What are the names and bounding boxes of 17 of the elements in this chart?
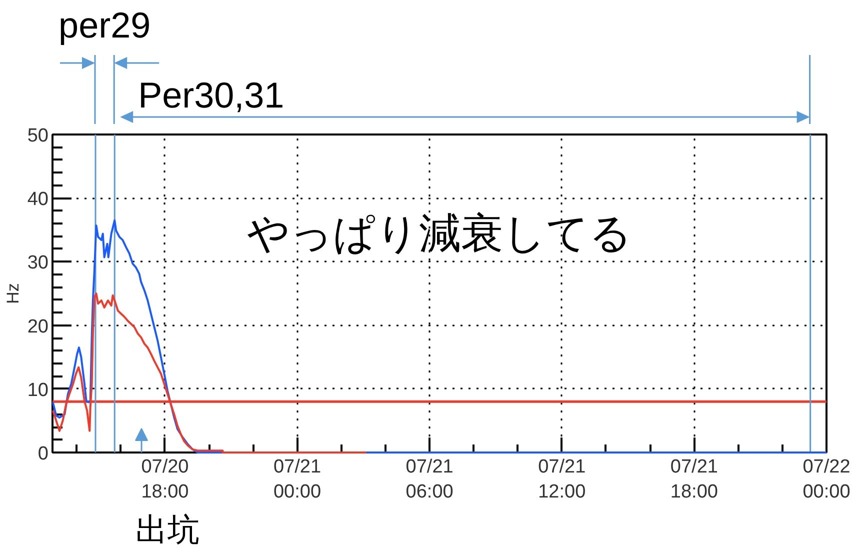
ref-line-label: per29 — [58, 4, 151, 46]
x-tick-label: 07/21 12:00 — [538, 456, 586, 503]
x-tick-label: 07/21 00:00 — [273, 456, 322, 503]
x-tick-label: 07/22 00:00 — [802, 456, 850, 503]
y-tick-label: 50 — [27, 126, 49, 146]
y-axis-title: Hz — [3, 283, 22, 304]
text: 出坑 — [136, 512, 200, 548]
x-tick-label: 07/21 18:00 — [670, 456, 718, 503]
y-tick-label: 10 — [27, 380, 49, 401]
y-tick-label: 30 — [27, 252, 49, 274]
annotation: やっぱり減衰してる — [247, 210, 632, 257]
ref-line-label: Per30,31 — [138, 74, 284, 116]
y-tick-label: 0 — [38, 444, 49, 464]
x-tick-label: 07/21 06:00 — [406, 456, 454, 503]
y-tick-label: 40 — [27, 189, 49, 210]
y-tick-label: 20 — [27, 316, 49, 338]
x-tick-label: 07/20 18:00 — [141, 456, 189, 503]
